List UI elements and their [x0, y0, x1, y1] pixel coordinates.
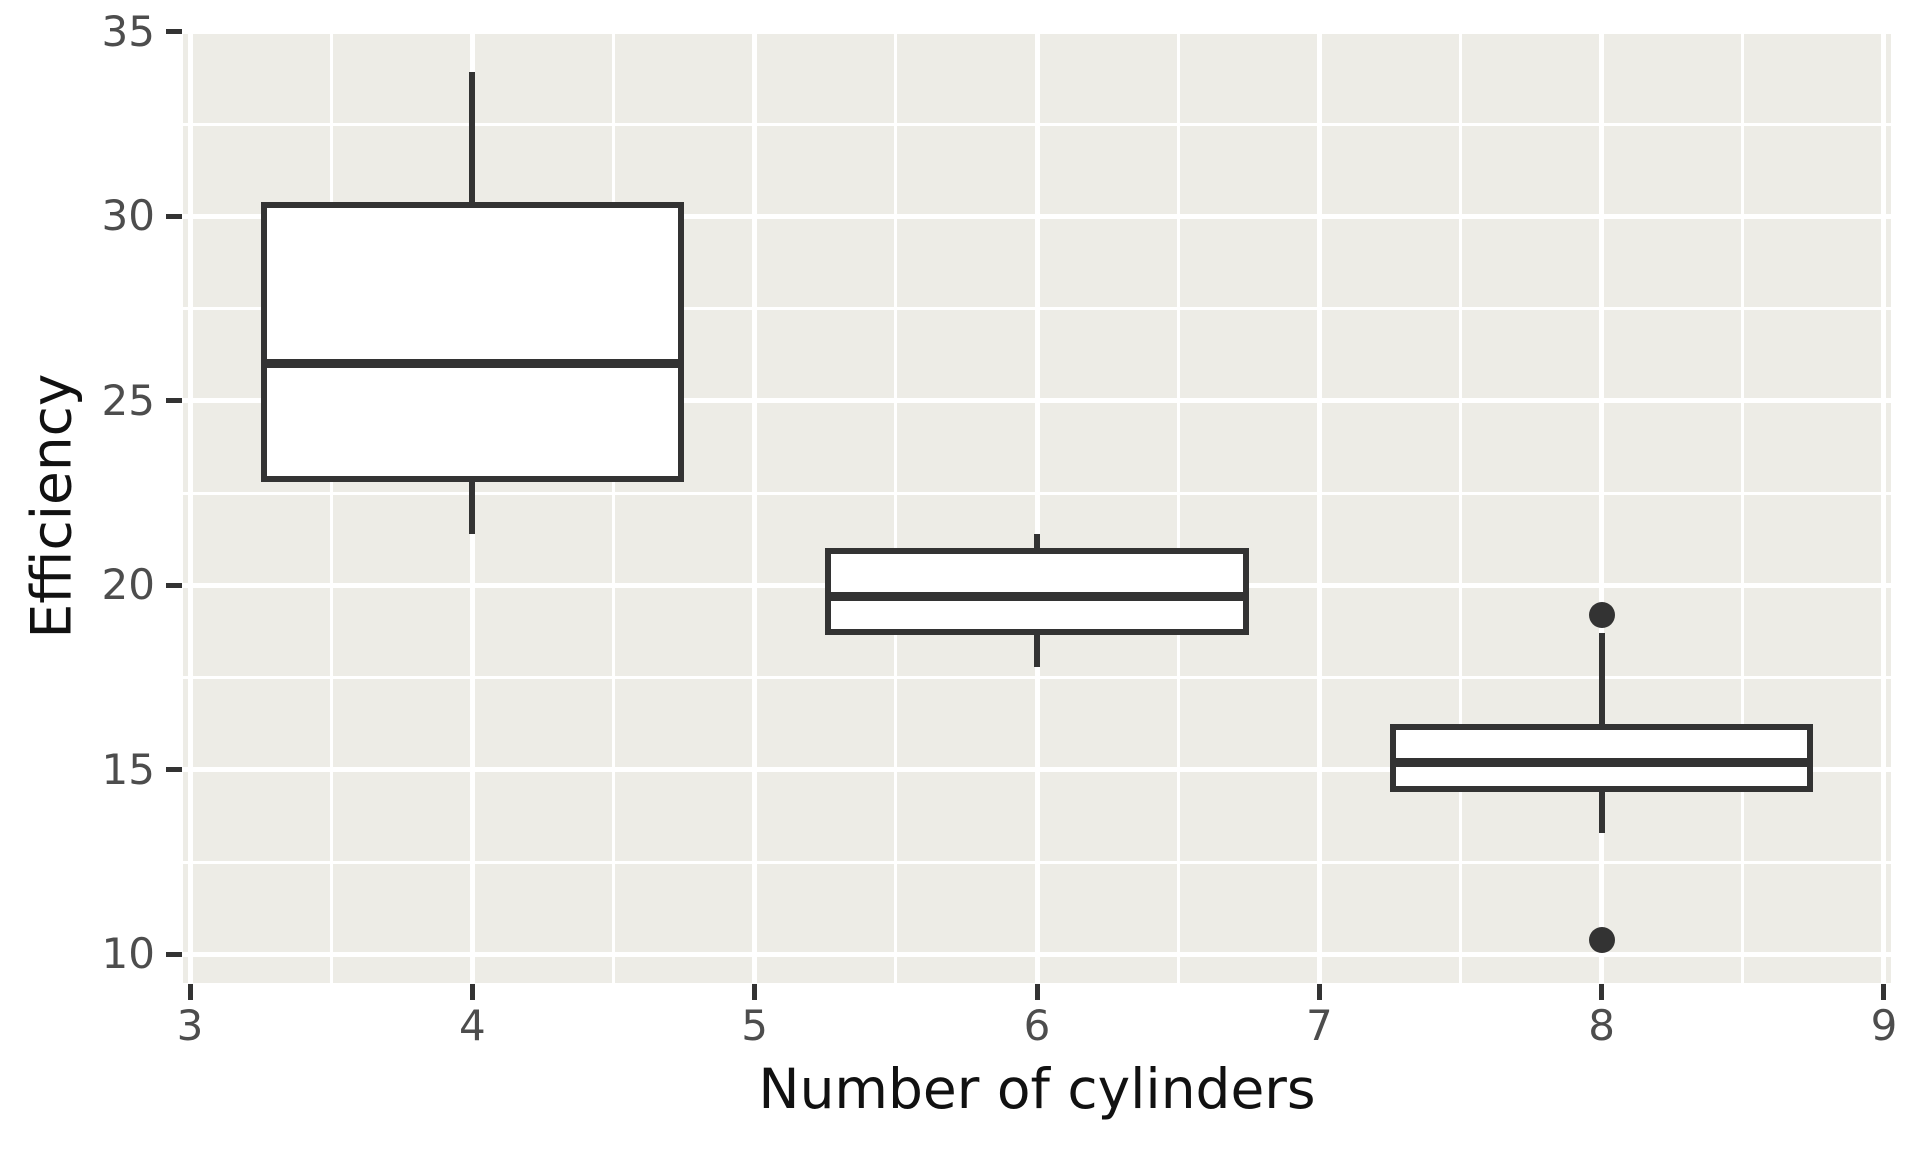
boxplot-median-line: [260, 359, 685, 369]
plot-panel: [183, 29, 1891, 983]
boxplot-upper-whisker: [1034, 533, 1040, 549]
gridline-minor-x: [612, 29, 616, 983]
x-axis-tick-mark: [1599, 984, 1605, 1000]
outlier-point: [1588, 601, 1615, 628]
gridline-major-y: [183, 767, 1891, 773]
x-tick-label: 3: [176, 1001, 204, 1050]
gridline-major-y: [183, 951, 1891, 957]
y-axis-tick-mark: [166, 398, 182, 404]
y-axis-tick-mark: [166, 951, 182, 957]
gridline-minor-x: [1741, 29, 1745, 983]
gridline-major-x: [1599, 29, 1605, 983]
boxplot-box: [1389, 723, 1814, 792]
gridline-major-x: [187, 29, 193, 983]
boxplot-median-line: [825, 591, 1249, 601]
x-tick-label: 5: [741, 1001, 769, 1050]
y-axis-tick-mark: [166, 582, 182, 588]
boxplot-lower-whisker: [1034, 635, 1040, 667]
x-tick-label: 9: [1870, 1001, 1898, 1050]
gridline-major-x: [1034, 29, 1040, 983]
gridline-minor-x: [1458, 29, 1462, 983]
y-tick-label: 15: [101, 744, 155, 794]
y-axis-tick-mark: [166, 767, 182, 773]
y-tick-label: 10: [101, 929, 155, 979]
x-tick-label: 6: [1023, 1001, 1051, 1050]
x-tick-label: 4: [458, 1001, 486, 1050]
gridline-major-x: [1881, 29, 1887, 983]
boxplot-box: [825, 548, 1249, 636]
x-axis-tick-mark: [1316, 984, 1322, 1000]
x-axis-tick-mark: [752, 984, 758, 1000]
boxplot-median-line: [1389, 757, 1814, 767]
boxplot-lower-whisker: [469, 482, 476, 534]
boxplot-lower-whisker: [1598, 792, 1605, 833]
y-axis-title: Efficiency: [19, 373, 84, 639]
boxplot-box: [260, 201, 685, 482]
y-axis-tick-mark: [166, 213, 182, 219]
x-axis-tick-mark: [187, 984, 193, 1000]
gridline-minor-x: [894, 29, 898, 983]
gridline-major-y: [183, 29, 1891, 35]
gridline-major-x: [752, 29, 758, 983]
x-axis-tick-mark: [1881, 984, 1887, 1000]
outlier-point: [1588, 926, 1615, 953]
gridline-minor-x: [329, 29, 333, 983]
y-tick-label: 25: [101, 375, 155, 425]
boxplot-upper-whisker: [469, 72, 476, 202]
boxplot-upper-whisker: [1598, 633, 1605, 724]
y-tick-label: 35: [101, 6, 155, 56]
y-tick-label: 20: [101, 560, 155, 610]
y-axis-tick-mark: [166, 29, 182, 35]
gridline-major-x: [1316, 29, 1322, 983]
x-axis-title: Number of cylinders: [758, 1057, 1316, 1121]
x-tick-label: 7: [1305, 1001, 1333, 1050]
x-axis-tick-mark: [469, 984, 475, 1000]
x-tick-label: 8: [1588, 1001, 1615, 1050]
gridline-minor-x: [1176, 29, 1180, 983]
gridline-major-y: [183, 213, 1891, 219]
y-tick-label: 30: [101, 191, 155, 241]
gridline-major-y: [183, 398, 1891, 404]
x-axis-tick-mark: [1034, 984, 1040, 1000]
